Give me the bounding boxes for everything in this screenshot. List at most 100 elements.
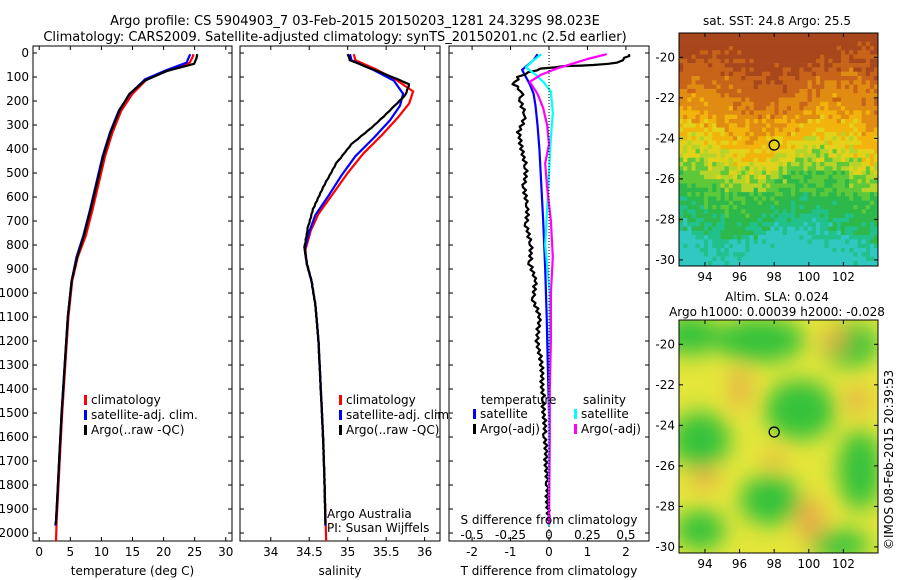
y-tick-label: 1000 xyxy=(0,286,29,300)
x-tick-label: 15 xyxy=(125,545,140,559)
x-tick-label: 35 xyxy=(340,545,355,559)
sla-blob xyxy=(810,530,870,553)
series-line xyxy=(528,53,607,525)
y-tick-label: -30 xyxy=(655,540,675,554)
argo-position-marker xyxy=(768,426,780,438)
legend-swatch xyxy=(339,395,342,405)
series-group xyxy=(511,53,631,526)
x-tick-label: 94 xyxy=(697,270,712,284)
y-tick-label: 600 xyxy=(6,190,29,204)
y-tick-label: 200 xyxy=(6,94,29,108)
y-tick-label: 1200 xyxy=(0,334,29,348)
map-title: Argo h1000: 0.00039 h2000: -0.028 xyxy=(669,305,885,319)
x-tick-label: 2 xyxy=(622,545,630,559)
y-tick-label: -20 xyxy=(655,337,675,351)
argo-position-marker xyxy=(768,139,780,151)
sla-blob xyxy=(679,510,725,550)
x-tick-label: 10 xyxy=(94,545,109,559)
y-tick-label: -22 xyxy=(655,378,675,392)
series-line xyxy=(54,54,199,525)
sla-blob xyxy=(838,430,878,510)
sla-blob xyxy=(765,380,835,440)
sla-blob xyxy=(691,468,719,488)
sla-blobs xyxy=(679,320,878,553)
y-tick-label: 1700 xyxy=(0,454,29,468)
y-tick-label: 900 xyxy=(6,262,29,276)
legend-label: Argo(..raw -QC) xyxy=(91,423,184,437)
salinity-panel: 34 34.5 35 35.5 36 salinity climatologysatelli… xyxy=(239,45,453,578)
legend-label: satellite xyxy=(581,407,629,421)
map-frame xyxy=(678,32,879,267)
sst-pixels xyxy=(679,33,878,266)
map-title: sat. SST: 24.8 Argo: 25.5 xyxy=(703,14,851,28)
x-tick-label: 102 xyxy=(832,270,855,284)
top-tick-label: -0.25 xyxy=(495,528,526,542)
x-tick-label: -2 xyxy=(466,545,478,559)
figure-title-line1: Argo profile: CS 5904903_7 03-Feb-2015 2… xyxy=(110,14,600,29)
y-tick-label: -22 xyxy=(655,91,675,105)
plot-frame xyxy=(32,45,233,542)
y-tick-label: -26 xyxy=(655,172,675,186)
series-line xyxy=(54,53,195,541)
y-tick-label: 2000 xyxy=(0,526,29,540)
y-tick-label: 1100 xyxy=(0,310,29,324)
x-tick-label: 96 xyxy=(732,270,747,284)
x-tick-label: 98 xyxy=(767,557,782,571)
x-tick-label: 0 xyxy=(545,545,553,559)
series-line xyxy=(304,53,415,541)
y-tick-label: 1400 xyxy=(0,382,29,396)
x-tick-label: 100 xyxy=(797,557,820,571)
legend-swatch xyxy=(339,410,342,420)
legend-title: temperature xyxy=(481,393,556,407)
sla-blob xyxy=(821,330,849,350)
sla-blob xyxy=(740,475,800,525)
legend-label: satellite-adj. clim. xyxy=(91,408,198,422)
x-axis-label: T difference from climatology xyxy=(460,564,638,578)
y-tick-label: -24 xyxy=(655,418,675,432)
x-tick-label: 34 xyxy=(263,545,278,559)
y-tick-label: 1900 xyxy=(0,502,29,516)
top-tick-label: 0.25 xyxy=(574,528,601,542)
sst-map-panel: sat. SST: 24.8 Argo: 25.5 94 96 98 100 102 -20… xyxy=(655,14,879,284)
y-tick-label: 500 xyxy=(6,166,29,180)
sla-blob xyxy=(796,498,824,542)
top-tick-label: -0.5 xyxy=(460,528,483,542)
sla-blob xyxy=(731,366,749,410)
x-tick-label: 0 xyxy=(35,545,43,559)
sla-field xyxy=(679,320,878,553)
y-tick-label: -28 xyxy=(655,212,675,226)
difference-panel: -2 -1 0 1 2 T difference from climatology S di… xyxy=(448,45,650,578)
x-tick-label: 94 xyxy=(697,557,712,571)
y-tick-label: 0 xyxy=(21,46,29,60)
credit-label: ©IMOS 08-Feb-2015 20:39:53 xyxy=(882,370,896,550)
x-axis-label: salinity xyxy=(318,564,361,578)
y-tick-label: 1500 xyxy=(0,406,29,420)
legend-swatch xyxy=(574,409,577,419)
y-tick-label: 800 xyxy=(6,238,29,252)
top-tick-label: 0 xyxy=(545,528,553,542)
legend-swatch xyxy=(574,424,577,434)
series-group xyxy=(54,53,199,541)
series-line xyxy=(54,53,192,526)
x-tick-label: 34.5 xyxy=(296,545,323,559)
x-tick-label: 1 xyxy=(584,545,592,559)
series-line xyxy=(511,53,631,526)
y-tick-label: 100 xyxy=(6,70,29,84)
legend-swatch xyxy=(84,410,87,420)
legend-swatch xyxy=(473,409,476,419)
legend-label: satellite xyxy=(480,407,528,421)
y-tick-label: 1600 xyxy=(0,430,29,444)
y-tick-label: -30 xyxy=(655,253,675,267)
legend-label: climatology xyxy=(346,393,416,407)
y-tick-label: 1300 xyxy=(0,358,29,372)
sla-blob xyxy=(715,320,805,362)
series-group xyxy=(303,53,415,541)
y-tick-label: -24 xyxy=(655,131,675,145)
y-tick-label: -28 xyxy=(655,499,675,513)
legend-label: Argo(-adj) xyxy=(480,422,540,436)
legend-label: climatology xyxy=(91,393,161,407)
series-line xyxy=(521,53,551,526)
